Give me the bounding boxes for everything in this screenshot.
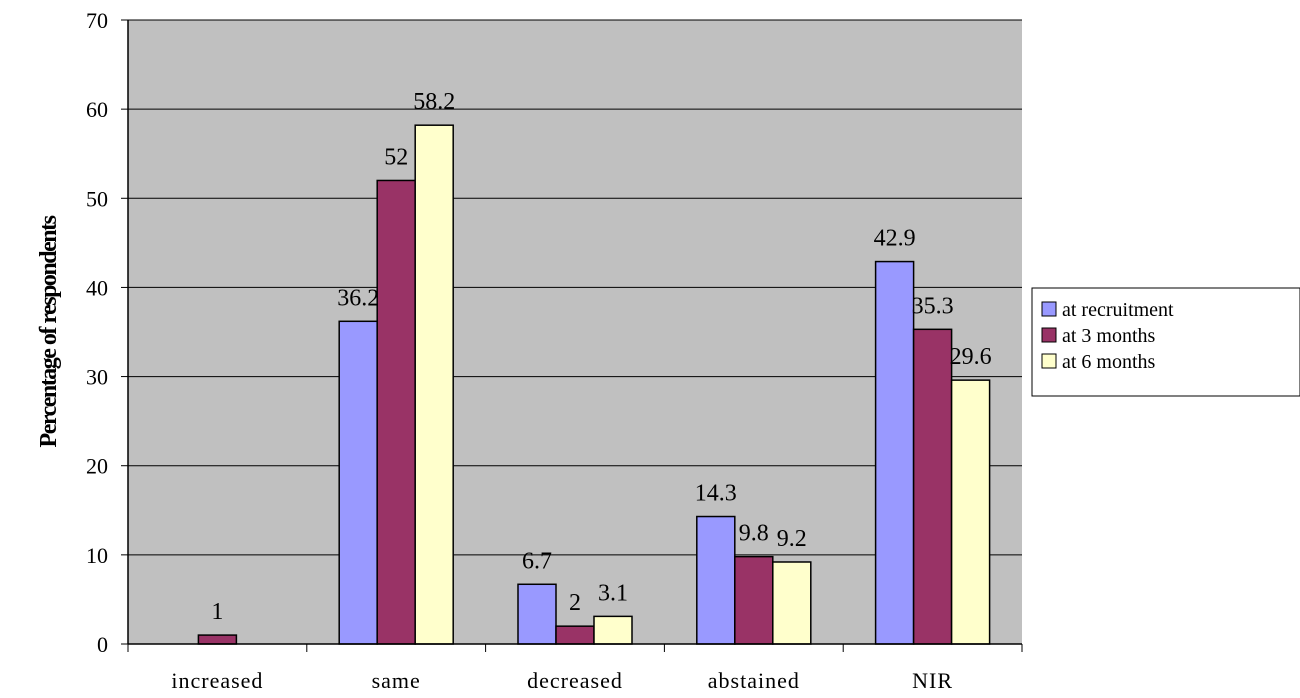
y-tick-label: 50	[86, 186, 108, 211]
bar	[950, 379, 991, 645]
legend-label: at recruitment	[1062, 299, 1174, 321]
legend: at recruitment at 3 months at 6 months	[1031, 287, 1300, 397]
bar	[772, 561, 812, 645]
y-tick-label: 10	[86, 543, 108, 568]
y-axis-title: Percentage of respondents	[36, 215, 62, 447]
bar	[197, 634, 238, 645]
plot-area	[128, 20, 1022, 644]
bars	[197, 124, 991, 645]
legend-swatch	[1041, 301, 1057, 317]
bar	[555, 625, 595, 645]
bar	[338, 320, 378, 645]
bar	[874, 260, 915, 645]
x-axis-ticks: increased same decreased abstained NIR	[127, 644, 1023, 693]
data-label: 2	[569, 590, 581, 616]
data-label: 42.9	[874, 226, 916, 252]
data-label: 29.6	[950, 344, 992, 370]
legend-label: at 6 months	[1062, 351, 1156, 373]
data-label: 35.3	[912, 293, 954, 319]
bar	[912, 328, 953, 645]
axes	[127, 20, 1022, 645]
data-labels: 1 36.2 52 58.2 6.7 2 3.1 14.39.8 9.2 42.9 35.3 29.6	[211, 89, 991, 625]
data-label: 1	[211, 599, 223, 625]
data-label: 52	[384, 144, 408, 170]
bar	[734, 555, 774, 645]
x-tick-label: increased	[171, 668, 263, 693]
x-tick-label: abstained	[708, 668, 800, 693]
bar	[414, 124, 454, 645]
data-label: 9.2	[777, 526, 807, 552]
bar	[593, 615, 633, 645]
data-label: 14.3	[695, 481, 737, 507]
y-tick-label: 70	[86, 8, 108, 33]
data-label: 58.2	[413, 89, 455, 115]
y-tick-label: 40	[86, 275, 108, 300]
x-tick-label: same	[372, 668, 421, 693]
y-tick-label: 0	[97, 632, 108, 657]
y-tick-label: 30	[86, 365, 108, 390]
y-tick-label: 20	[86, 454, 108, 479]
bar	[376, 179, 416, 645]
legend-swatch	[1041, 327, 1057, 343]
data-label: 3.1	[598, 580, 628, 606]
gridlines	[128, 19, 1022, 556]
bar	[696, 515, 736, 645]
bar	[517, 583, 557, 645]
data-label: 9.8	[739, 521, 769, 547]
y-axis-ticks: 0 10 20 30 40 50 60 70	[86, 8, 128, 657]
data-label: 36.2	[337, 285, 379, 311]
legend-swatch	[1041, 353, 1057, 369]
data-label: 6.7	[522, 548, 552, 574]
x-tick-label: NIR	[912, 668, 953, 693]
x-tick-label: decreased	[527, 668, 623, 693]
legend-label: at 3 months	[1062, 325, 1156, 347]
y-tick-label: 60	[86, 97, 108, 122]
legend-box	[1031, 287, 1300, 397]
